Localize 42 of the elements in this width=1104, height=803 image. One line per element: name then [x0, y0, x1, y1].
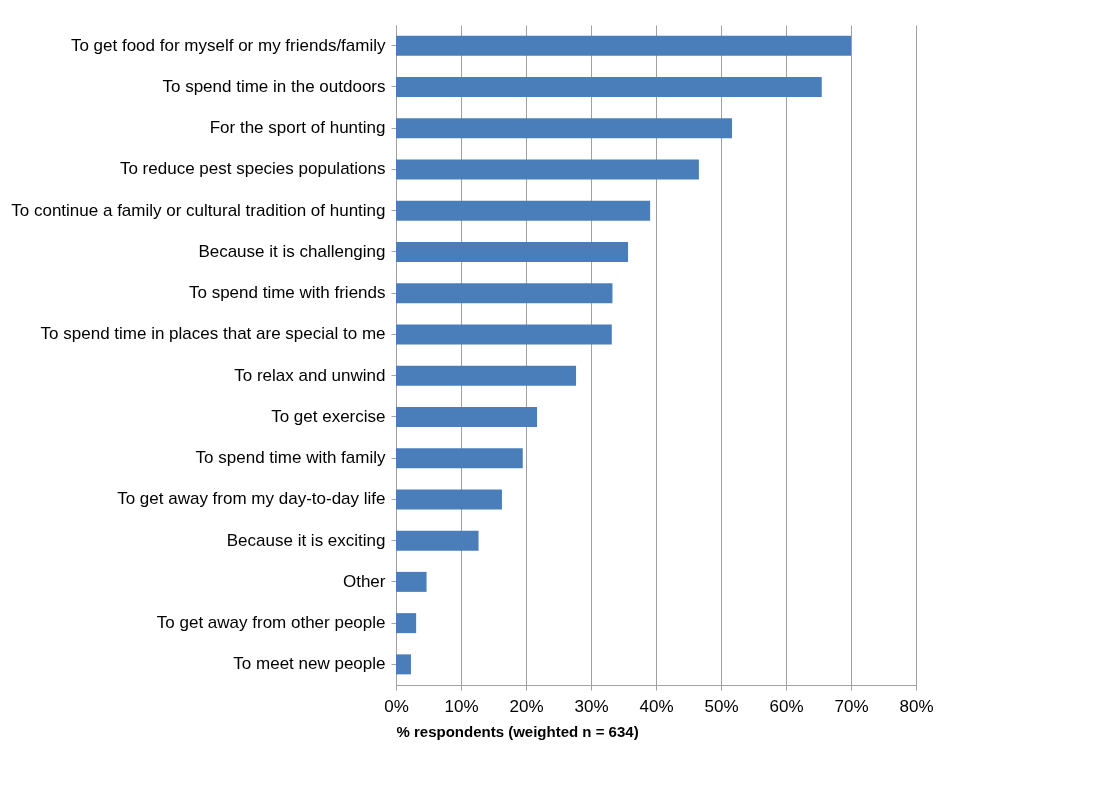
x-tick-label: 40% — [639, 696, 674, 716]
y-tick-label: To get away from other people — [156, 613, 386, 633]
y-tick-label: To relax and unwind — [234, 365, 386, 385]
y-tick-label: To get away from my day-to-day life — [117, 489, 386, 509]
bar — [396, 283, 613, 304]
bar — [396, 159, 699, 180]
y-tick-label: To meet new people — [233, 654, 386, 674]
bar — [396, 324, 612, 345]
y-tick-label: To spend time with family — [195, 448, 386, 468]
y-tick-label: Because it is challenging — [198, 241, 386, 261]
bar — [396, 365, 577, 386]
y-tick-label: To spend time in places that are special to me — [40, 324, 386, 344]
x-tick-label: 20% — [509, 696, 544, 716]
y-tick-label: To reduce pest species populations — [119, 159, 386, 179]
bar — [396, 406, 538, 427]
x-tick-label: 0% — [384, 696, 409, 716]
x-axis-title: % respondents (weighted n = 634) — [396, 722, 639, 740]
bar — [396, 76, 822, 97]
bar — [396, 200, 651, 221]
x-tick-label: 80% — [899, 696, 934, 716]
bar — [396, 530, 479, 551]
y-tick-label: For the sport of hunting — [209, 118, 386, 138]
x-tick-label: 10% — [444, 696, 479, 716]
x-tick-label: 50% — [704, 696, 739, 716]
bar — [396, 35, 851, 56]
bar — [396, 118, 733, 139]
y-tick-label: To continue a family or cultural tradition of hunting — [11, 200, 386, 220]
x-tick-label: 60% — [769, 696, 804, 716]
y-tick-label: To spend time with friends — [188, 283, 386, 303]
bar — [396, 448, 523, 469]
bar — [396, 571, 427, 592]
y-tick-label: To spend time in the outdoors — [162, 76, 386, 96]
y-tick-label: Other — [342, 571, 386, 591]
bar — [396, 241, 629, 262]
y-tick-label: To get food for myself or my friends/family — [70, 35, 386, 55]
y-tick-label: Because it is exciting — [226, 530, 386, 550]
bar — [396, 654, 411, 675]
bar — [396, 489, 502, 510]
bar — [396, 613, 417, 634]
y-tick-label: To get exercise — [271, 406, 386, 426]
x-tick-label: 30% — [574, 696, 609, 716]
x-tick-label: 70% — [834, 696, 869, 716]
